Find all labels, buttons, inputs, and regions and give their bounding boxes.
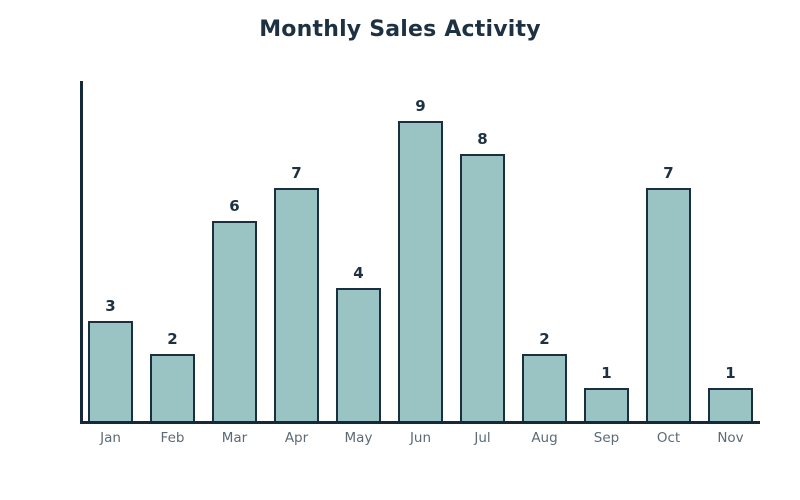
bar-value-label: 6 <box>229 197 240 215</box>
bar-nov <box>708 387 753 421</box>
x-tick-label-feb: Feb <box>160 430 185 446</box>
bar-value-label: 3 <box>105 297 116 315</box>
x-tick-label-jun: Jun <box>409 430 432 446</box>
bar-jun <box>398 121 443 421</box>
plot-area: 3 Jan 2 Feb 6 Mar 7 Apr 4 May 9 Jun 8 Jul 2 Aug 1 Sep 7 Oct… <box>80 81 760 446</box>
bar-jan <box>88 321 133 421</box>
x-tick-label-sep: Sep <box>593 430 620 446</box>
bar-value-label: 2 <box>539 330 550 349</box>
bar-oct <box>646 187 691 421</box>
x-tick-label-may: May <box>344 430 373 446</box>
bar-value-label: 7 <box>291 163 302 182</box>
bar-value-label: 4 <box>353 263 364 282</box>
x-tick-label-aug: Aug <box>531 430 558 446</box>
x-tick-label-apr: Apr <box>284 430 309 446</box>
x-tick-label-jan: Jan <box>100 430 121 446</box>
x-tick-label-nov: Nov <box>717 430 744 446</box>
bar-sep <box>584 387 629 421</box>
bar-value-label: 9 <box>415 97 426 115</box>
bar-value-label: 2 <box>167 330 178 349</box>
x-tick-label-mar: Mar <box>221 430 248 446</box>
bar-feb <box>150 354 195 421</box>
bar-value-label: 7 <box>663 163 674 182</box>
bar-value-label: 8 <box>477 130 488 149</box>
bar-may <box>336 287 381 421</box>
bar-mar <box>212 221 257 421</box>
bar-value-label: 1 <box>601 363 612 382</box>
bar-jul <box>460 154 505 421</box>
x-tick-label-jul: Jul <box>474 430 491 446</box>
bar-aug <box>522 354 567 421</box>
chart-title: Monthly Sales Activity <box>259 17 541 42</box>
bar-apr <box>274 187 319 421</box>
bar-value-label: 1 <box>725 363 736 382</box>
x-tick-label-oct: Oct <box>656 430 681 446</box>
